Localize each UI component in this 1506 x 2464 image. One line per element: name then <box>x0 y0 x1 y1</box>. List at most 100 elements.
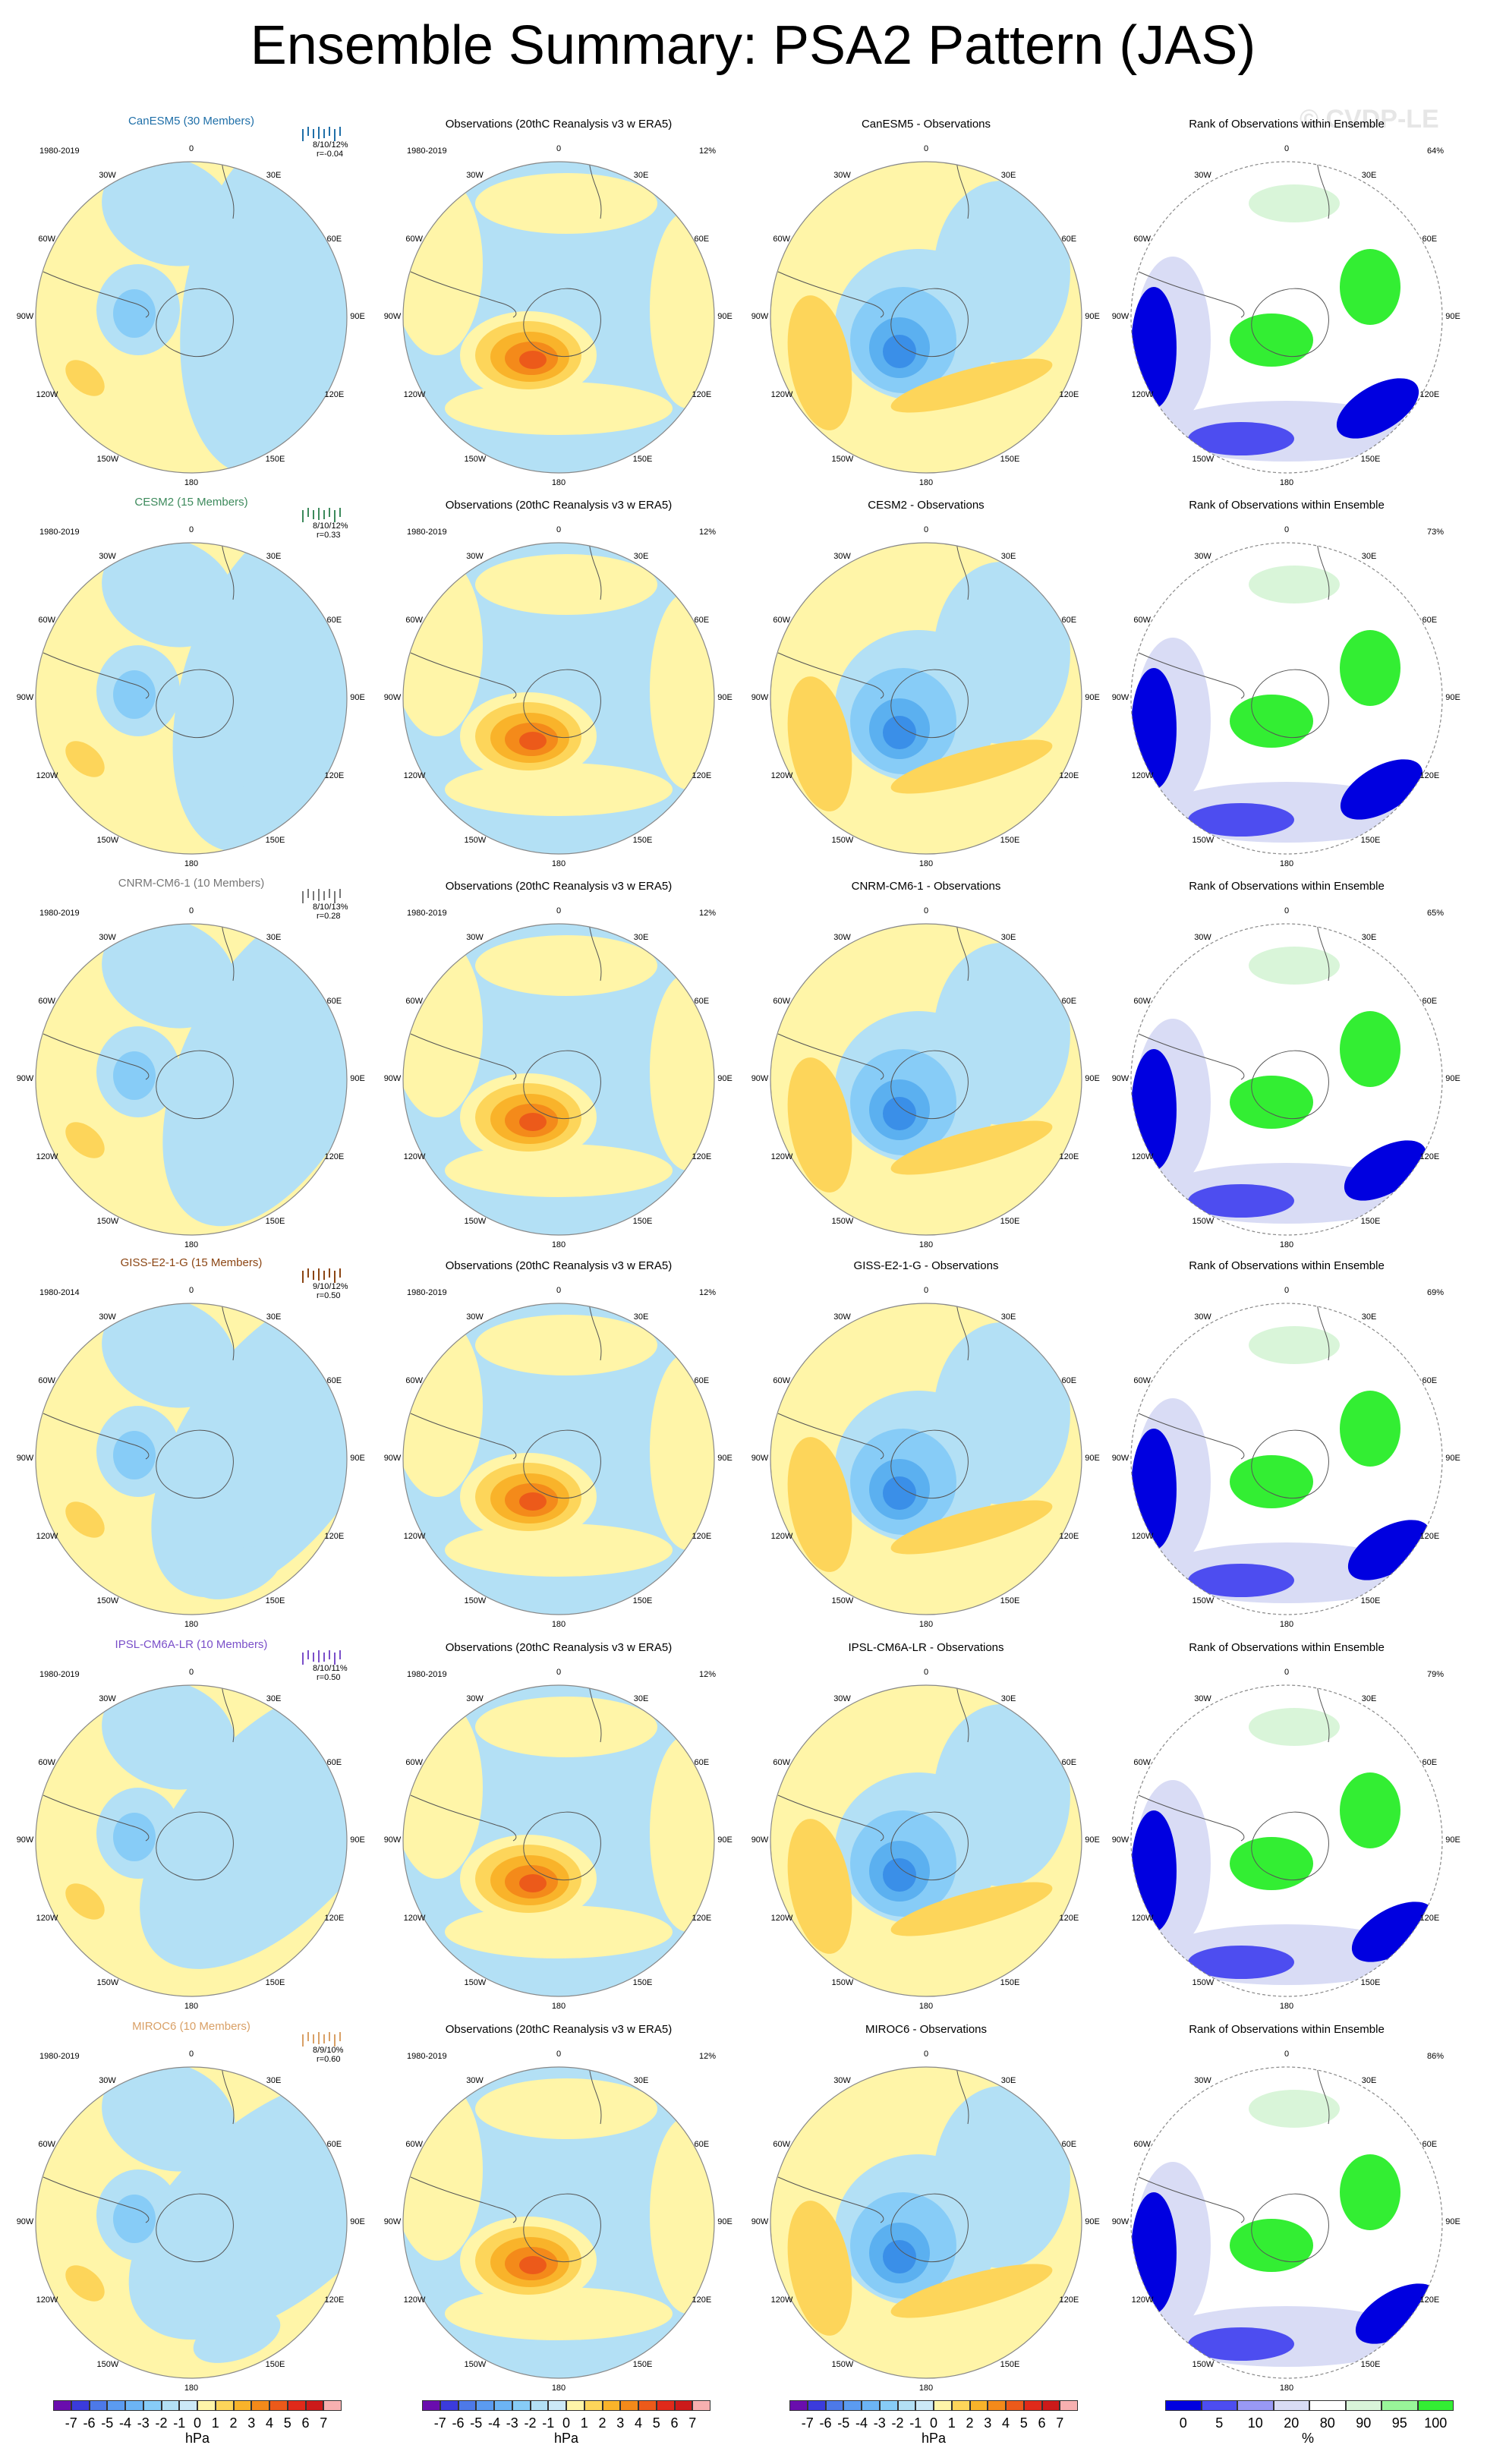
lon-label: 30W <box>833 1694 851 1703</box>
stats-label: 8/9/10% <box>313 2046 344 2055</box>
lon-label: 30W <box>1194 2075 1211 2085</box>
lon-label: 90E <box>1445 312 1460 321</box>
lon-label: 150E <box>1000 1217 1020 1227</box>
obs-pct: 12% <box>699 528 717 537</box>
lon-label: 150E <box>265 1217 285 1227</box>
colorbar-tick-label: 2 <box>229 2415 238 2431</box>
lon-label: 30W <box>99 1694 116 1703</box>
corr-label: r=0.28 <box>317 912 341 921</box>
lon-label: 90W <box>383 2217 402 2226</box>
lon-label: 30E <box>1000 1312 1016 1322</box>
lon-label: 60E <box>1422 234 1438 244</box>
lon-label: 90E <box>350 312 365 321</box>
lon-label: 60E <box>1061 1757 1077 1767</box>
lon-label: 120W <box>770 1531 793 1541</box>
colorbar-swatch <box>843 2400 862 2411</box>
model-map <box>35 1684 348 1997</box>
lon-label: 90E <box>1085 1074 1100 1083</box>
lon-label: 90W <box>751 1074 769 1083</box>
lon-label: 180 <box>1279 859 1294 868</box>
rank-map <box>1130 1684 1443 1997</box>
lon-label: 90W <box>751 312 769 321</box>
lon-label: 90E <box>350 1454 365 1463</box>
lon-label: 0 <box>188 1668 194 1677</box>
corr-label: r=0.50 <box>317 1291 341 1300</box>
lon-label: 60W <box>405 2139 423 2149</box>
lon-label: 150W <box>831 455 854 465</box>
colorbar-swatch <box>1041 2400 1060 2411</box>
lon-label: 0 <box>556 1286 562 1295</box>
lon-label: 180 <box>551 2002 566 2011</box>
lon-label: 30E <box>1361 551 1377 561</box>
colorbar-tick-label: -4 <box>487 2415 500 2431</box>
lon-label: 180 <box>918 1240 934 1249</box>
lon-label: 90W <box>16 312 34 321</box>
colorbar-tick-label: 6 <box>301 2415 310 2431</box>
obs-period: 1980-2019 <box>407 909 447 918</box>
lon-label: 120W <box>403 1913 426 1923</box>
diff-map <box>770 2066 1082 2379</box>
lon-label: 150W <box>1192 1978 1215 1988</box>
lon-label: 0 <box>1284 144 1290 153</box>
model-title: CESM2 (15 Members) <box>134 496 248 509</box>
lon-label: 30W <box>466 2075 484 2085</box>
colorbar-hpa-2 <box>422 2400 710 2411</box>
colorbar-tick-label: 1 <box>580 2415 588 2431</box>
lon-label: 120E <box>692 1913 712 1923</box>
rank-pct: 73% <box>1427 528 1445 537</box>
lon-label: 120W <box>36 770 58 780</box>
colorbar-swatch <box>584 2400 603 2411</box>
lon-label: 60E <box>694 2139 710 2149</box>
obs-period: 1980-2019 <box>407 2052 447 2061</box>
colorbar-tick-label: 1 <box>211 2415 219 2431</box>
rank-title: Rank of Observations within Ensemble <box>1189 1641 1385 1654</box>
lon-label: 90E <box>1445 693 1460 702</box>
lon-label: 60W <box>405 234 423 244</box>
lon-label: 120W <box>403 389 426 399</box>
period-label: 1980-2019 <box>39 528 80 537</box>
diff-title: CanESM5 - Observations <box>861 118 991 131</box>
lon-label: 30W <box>466 170 484 180</box>
lon-label: 150E <box>632 836 653 846</box>
colorbar-swatch <box>287 2400 306 2411</box>
lon-label: 180 <box>184 2002 199 2011</box>
lon-label: 0 <box>556 144 562 153</box>
rank-title: Rank of Observations within Ensemble <box>1189 880 1385 893</box>
colorbar-swatch <box>988 2400 1006 2411</box>
lon-label: 60E <box>694 615 710 625</box>
obs-title: Observations (20thC Reanalysis v3 w ERA5… <box>445 2023 673 2036</box>
obs-pct: 12% <box>699 147 717 156</box>
colorbar-swatch <box>53 2400 71 2411</box>
colorbar-tick-label: 5 <box>1215 2415 1224 2431</box>
diff-title: GISS-E2-1-G - Observations <box>853 1259 999 1272</box>
lon-label: 180 <box>184 1240 199 1249</box>
model-map <box>35 1303 348 1615</box>
lon-label: 180 <box>918 2002 934 2011</box>
stats-label: 8/10/13% <box>313 903 348 912</box>
colorbar-tick-label: -7 <box>801 2415 814 2431</box>
colorbar-tick-label: -3 <box>506 2415 518 2431</box>
colorbar-tick-label: 5 <box>1019 2415 1028 2431</box>
lon-label: 150W <box>464 836 487 846</box>
lon-label: 30E <box>1361 1694 1377 1703</box>
lon-label: 120W <box>770 770 793 780</box>
rank-map <box>1130 2066 1443 2379</box>
colorbar-swatch <box>440 2400 458 2411</box>
lon-label: 150E <box>265 1596 285 1606</box>
lon-label: 120W <box>36 1531 58 1541</box>
lon-label: 90E <box>1085 2217 1100 2226</box>
lon-label: 120W <box>403 770 426 780</box>
lon-label: 30E <box>266 1312 282 1322</box>
lon-label: 60E <box>1422 615 1438 625</box>
obs-map <box>402 2066 715 2379</box>
colorbar-swatch <box>1309 2400 1346 2411</box>
lon-label: 150E <box>1000 836 1020 846</box>
lon-label: 30E <box>633 551 649 561</box>
colorbar-tick-label: 95 <box>1391 2415 1407 2431</box>
lon-label: 120E <box>1419 2295 1440 2305</box>
lon-label: 120W <box>36 1152 58 1161</box>
obs-title: Observations (20thC Reanalysis v3 w ERA5… <box>445 1259 673 1272</box>
lon-label: 90W <box>1111 1835 1130 1845</box>
lon-label: 60E <box>326 2139 342 2149</box>
lon-label: 60W <box>38 234 55 244</box>
